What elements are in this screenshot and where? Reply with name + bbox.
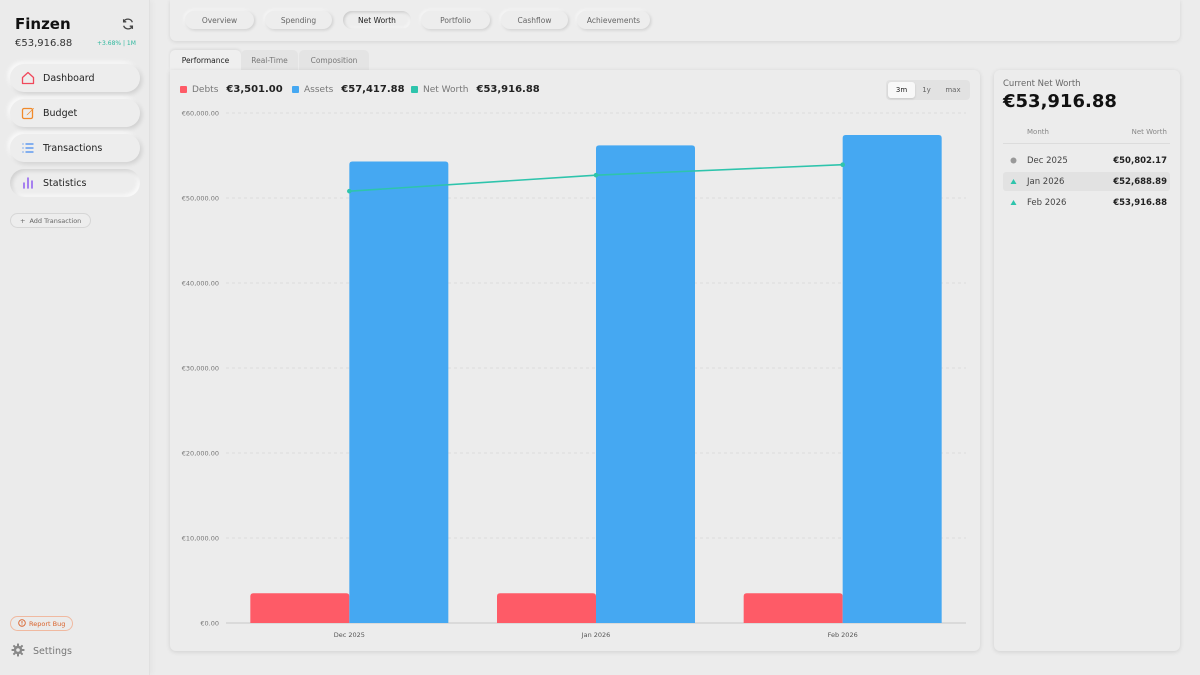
row-month: Jan 2026	[1027, 176, 1065, 187]
legend-value: €53,916.88	[476, 84, 540, 95]
column-header-net-worth: Net Worth	[1131, 128, 1167, 136]
sidebar-item-statistics[interactable]: Statistics	[10, 169, 140, 197]
sidebar-item-label: Transactions	[43, 142, 103, 154]
gear-icon	[11, 643, 25, 660]
table-row[interactable]: Dec 2025 €50,802.17	[1003, 151, 1170, 170]
row-month: Dec 2025	[1027, 155, 1068, 166]
sidebar-item-label: Budget	[43, 107, 78, 119]
report-bug-button[interactable]: Report Bug	[10, 616, 74, 631]
top-tab-bar	[170, 0, 1180, 41]
bar-chart-icon	[20, 175, 36, 191]
dot-icon	[1009, 157, 1017, 165]
legend-label: Assets	[304, 84, 334, 95]
tab-net-worth[interactable]: Net Worth	[343, 11, 411, 29]
net-worth-swatch	[411, 86, 418, 93]
row-value: €53,916.88	[1113, 197, 1167, 208]
legend-value: €3,501.00	[226, 84, 283, 95]
sidebar: Finzen €53,916.88 +3.68% | 1M Dashboard …	[0, 0, 150, 675]
info-icon	[18, 618, 26, 629]
summary-panel	[994, 70, 1180, 651]
legend-label: Net Worth	[423, 84, 469, 95]
sidebar-change: +3.68% | 1M	[97, 40, 136, 47]
sidebar-item-budget[interactable]: Budget	[10, 99, 140, 127]
subtab-performance[interactable]: Performance	[170, 50, 241, 70]
subtab-composition[interactable]: Composition	[299, 50, 369, 70]
home-icon	[20, 70, 36, 86]
table-row[interactable]: Feb 2026 €53,916.88	[1003, 193, 1170, 212]
range-max[interactable]: max	[945, 86, 961, 94]
list-icon	[20, 140, 36, 156]
assets-swatch	[292, 86, 299, 93]
sidebar-item-label: Dashboard	[43, 72, 95, 84]
triangle-up-icon	[1009, 199, 1017, 207]
sidebar-item-transactions[interactable]: Transactions	[10, 134, 140, 162]
range-selector: 3m 1y max	[886, 80, 970, 100]
tab-portfolio[interactable]: Portfolio	[421, 11, 490, 29]
tab-cashflow[interactable]: Cashflow	[501, 11, 568, 29]
edit-icon	[20, 105, 36, 121]
sidebar-total: €53,916.88	[15, 38, 73, 49]
debts-swatch	[180, 86, 187, 93]
legend-assets[interactable]: Assets €57,417.88	[292, 84, 405, 95]
range-3m[interactable]: 3m	[888, 82, 915, 98]
plus-icon: +	[20, 216, 26, 225]
tab-spending[interactable]: Spending	[265, 11, 332, 29]
subtab-real-time[interactable]: Real-Time	[241, 50, 298, 70]
legend-label: Debts	[192, 84, 219, 95]
app-name: Finzen	[15, 15, 71, 33]
refresh-icon[interactable]	[121, 17, 135, 31]
table-row[interactable]: Jan 2026 €52,688.89	[1003, 172, 1170, 191]
add-transaction-button[interactable]: + Add Transaction	[10, 213, 92, 228]
legend-net-worth[interactable]: Net Worth €53,916.88	[411, 84, 540, 95]
legend-debts[interactable]: Debts €3,501.00	[180, 84, 283, 95]
tab-overview[interactable]: Overview	[185, 11, 254, 29]
triangle-up-icon	[1009, 178, 1017, 186]
row-value: €50,802.17	[1113, 155, 1167, 166]
current-net-worth-label: Current Net Worth	[1003, 79, 1081, 89]
sidebar-item-dashboard[interactable]: Dashboard	[10, 64, 140, 92]
row-month: Feb 2026	[1027, 197, 1067, 208]
range-1y[interactable]: 1y	[922, 86, 931, 94]
tab-achievements[interactable]: Achievements	[577, 11, 650, 29]
row-value: €52,688.89	[1113, 176, 1167, 187]
chart-panel	[170, 70, 980, 651]
table-divider	[1003, 143, 1170, 144]
sidebar-item-label: Statistics	[43, 177, 87, 189]
current-net-worth-value: €53,916.88	[1003, 91, 1117, 112]
legend-value: €57,417.88	[341, 84, 405, 95]
column-header-month: Month	[1027, 128, 1049, 136]
settings-button[interactable]: Settings	[11, 643, 72, 660]
